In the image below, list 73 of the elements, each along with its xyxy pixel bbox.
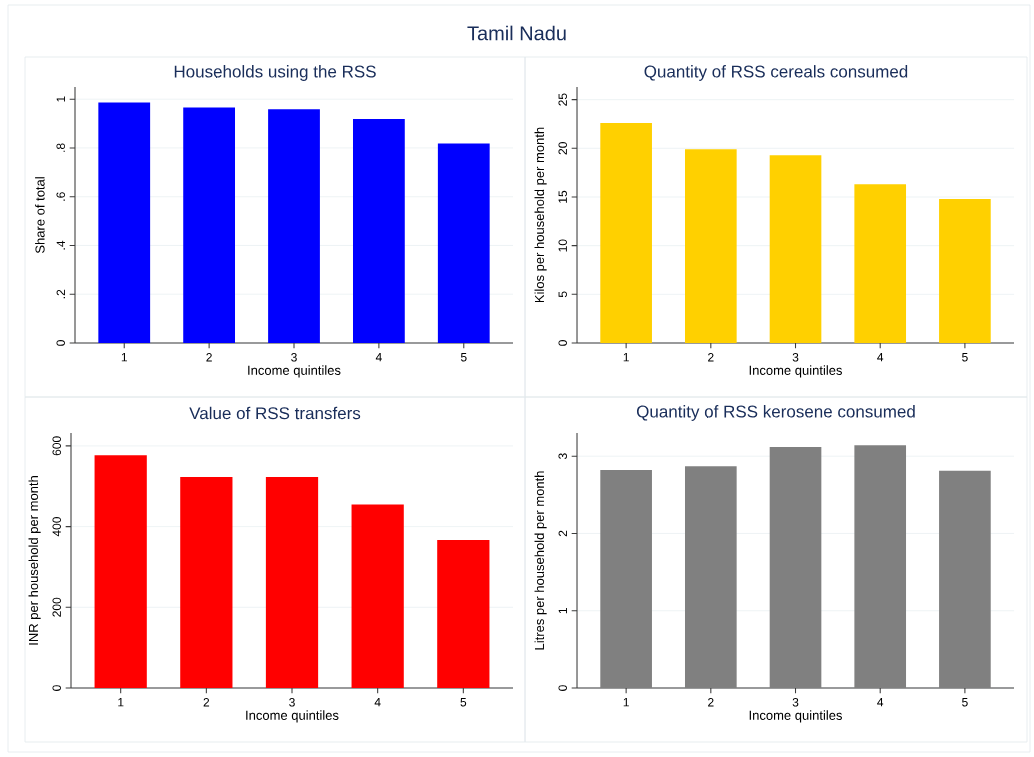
x-tick-label: 4: [374, 698, 381, 707]
y-tick-label: 1: [56, 96, 65, 102]
y-tick-label: .8: [56, 143, 65, 152]
x-axis-title: Income quintiles: [749, 710, 842, 723]
bar: [268, 109, 320, 343]
bar: [854, 445, 907, 688]
x-tick-label: 2: [203, 698, 210, 707]
y-axis-title: Litres per household per month: [534, 471, 547, 650]
y-tick-label: 200: [52, 597, 61, 617]
x-tick-label: 2: [708, 353, 714, 362]
x-tick-label: 3: [792, 698, 799, 707]
x-tick-label: 2: [708, 698, 714, 707]
y-tick-label: 2: [558, 530, 567, 537]
chart-title: Value of RSS transfers: [189, 406, 361, 420]
x-tick-label: 5: [460, 353, 467, 362]
y-tick-label: 3: [558, 453, 567, 460]
bar: [769, 155, 822, 343]
y-tick-label: 25: [558, 93, 567, 106]
bar: [98, 102, 151, 343]
x-tick-label: 2: [206, 353, 212, 362]
y-tick-label: 5: [558, 291, 567, 298]
y-axis-title: INR per household per month: [28, 476, 41, 645]
y-tick-label: 0: [56, 340, 65, 346]
x-tick-label: 3: [792, 353, 799, 362]
bar: [939, 198, 991, 343]
bar: [437, 539, 490, 688]
x-axis-title: Income quintiles: [749, 365, 842, 378]
y-tick-label: .6: [56, 192, 65, 201]
x-tick-label: 1: [118, 698, 124, 707]
bar: [437, 143, 490, 343]
x-tick-label: 3: [291, 353, 297, 362]
bar: [684, 149, 737, 343]
bar: [600, 123, 652, 343]
bar: [94, 455, 147, 688]
x-tick-label: 3: [289, 698, 295, 707]
x-tick-label: 5: [460, 698, 467, 707]
y-tick-label: .2: [56, 289, 65, 299]
bar: [684, 466, 737, 688]
y-axis-title: Kilos per household per month: [534, 127, 547, 303]
chart-title: Quantity of RSS cereals consumed: [644, 65, 908, 81]
chart-title: Households using the RSS: [174, 65, 376, 81]
y-tick-label: 0: [52, 685, 61, 691]
x-tick-label: 5: [962, 698, 968, 707]
x-tick-label: 4: [877, 353, 884, 362]
bar: [600, 470, 652, 688]
bar: [769, 446, 822, 688]
x-axis-title: Income quintiles: [246, 710, 339, 723]
bar: [854, 184, 907, 343]
y-tick-label: 20: [558, 142, 567, 155]
x-tick-label: 1: [623, 353, 629, 362]
y-axis-title: Share of total: [35, 177, 45, 254]
y-tick-label: 10: [558, 239, 567, 252]
y-tick-label: 0: [558, 685, 567, 691]
bar: [353, 118, 405, 343]
bar: [351, 504, 404, 688]
y-tick-label: 0: [558, 340, 567, 346]
chart-title: Quantity of RSS kerosene consumed: [636, 405, 915, 421]
y-tick-label: 1: [558, 607, 567, 614]
x-tick-label: 4: [877, 698, 884, 707]
bar: [265, 476, 319, 688]
bar: [939, 470, 991, 688]
x-tick-label: 5: [962, 353, 968, 362]
x-tick-label: 4: [375, 353, 382, 362]
y-tick-label: 600: [52, 436, 61, 456]
bar: [180, 476, 233, 688]
y-tick-label: 15: [558, 190, 567, 203]
y-tick-label: 400: [52, 517, 61, 537]
text: Tamil Nadu: [467, 25, 566, 41]
bar: [183, 107, 236, 343]
x-tick-label: 1: [623, 698, 629, 707]
y-tick-label: .4: [56, 240, 65, 250]
x-tick-label: 1: [121, 353, 127, 362]
x-axis-title: Income quintiles: [248, 365, 341, 378]
